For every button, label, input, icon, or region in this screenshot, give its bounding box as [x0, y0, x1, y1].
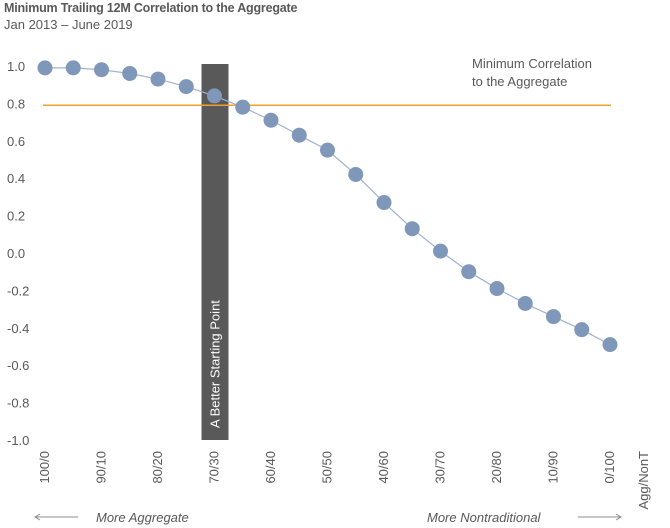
direction-label-right: More Nontraditional [427, 510, 542, 525]
highlight-band-label: A Better Starting Point [208, 300, 223, 428]
data-point [433, 243, 448, 259]
data-point [574, 322, 590, 338]
data-point [602, 337, 618, 353]
data-point [37, 60, 53, 76]
y-tick-label: 0.2 [7, 209, 25, 224]
x-tick-label: 30/70 [433, 451, 448, 484]
y-tick-label: 0.6 [7, 134, 25, 149]
direction-label-left: More Aggregate [96, 510, 189, 525]
x-tick-label: 0/100 [602, 451, 617, 484]
data-point [489, 281, 505, 297]
data-point [122, 65, 138, 81]
y-tick-label: 1.0 [7, 59, 25, 74]
data-point [404, 221, 420, 237]
chart-title: Minimum Trailing 12M Correlation to the … [4, 1, 298, 15]
x-tick-label: 80/20 [150, 451, 165, 484]
x-tick-label: 60/40 [263, 451, 278, 484]
x-tick-label: 50/50 [320, 451, 335, 484]
x-axis-end-label: Agg/NonT [636, 451, 651, 510]
series-layer [37, 60, 618, 353]
highlight-band-layer [201, 64, 229, 440]
data-point [235, 99, 251, 115]
left-arrow-head [34, 513, 41, 521]
reference-line-label-line2: to the Aggregate [472, 74, 567, 89]
y-tick-label: -0.6 [7, 358, 29, 373]
data-point [291, 127, 307, 143]
x-tick-label: 100/0 [37, 451, 52, 484]
data-point [348, 166, 364, 182]
y-tick-label: -0.2 [7, 283, 29, 298]
data-point [94, 62, 109, 78]
reference-line-label-line1: Minimum Correlation [472, 56, 592, 71]
data-point [263, 112, 279, 128]
y-tick-label: -1.0 [7, 433, 29, 448]
y-axis-ticks: 1.0 0.8 0.6 0.4 0.2 0.0 -0.2 -0.4 -0.6 -0.8 -1.0 [7, 59, 29, 448]
data-point [178, 79, 194, 95]
chart-subtitle: Jan 2013 – June 2019 [4, 17, 133, 32]
x-tick-label: 20/80 [489, 451, 504, 484]
data-point [517, 295, 533, 311]
data-point [546, 309, 561, 325]
data-point [207, 88, 222, 104]
data-point [461, 264, 477, 280]
x-tick-label: 40/60 [376, 451, 391, 484]
right-arrow-head [615, 513, 622, 521]
data-point [320, 142, 335, 158]
x-tick-label: 90/10 [94, 451, 109, 484]
y-tick-label: 0.8 [7, 96, 25, 111]
y-tick-label: 0.0 [7, 246, 25, 261]
y-tick-label: 0.4 [7, 171, 25, 186]
data-point [65, 60, 81, 76]
direction-labels: More Aggregate More Nontraditional [34, 510, 622, 525]
x-axis-ticks: 100/0 90/10 80/20 70/30 60/40 50/50 40/60 30/70… [37, 451, 617, 484]
data-point [150, 71, 166, 87]
x-tick-label: 70/30 [207, 451, 222, 484]
y-tick-label: -0.4 [7, 321, 29, 336]
data-point [376, 195, 392, 211]
highlight-band [201, 64, 229, 440]
x-tick-label: 10/90 [546, 451, 561, 484]
y-tick-label: -0.8 [7, 396, 29, 411]
